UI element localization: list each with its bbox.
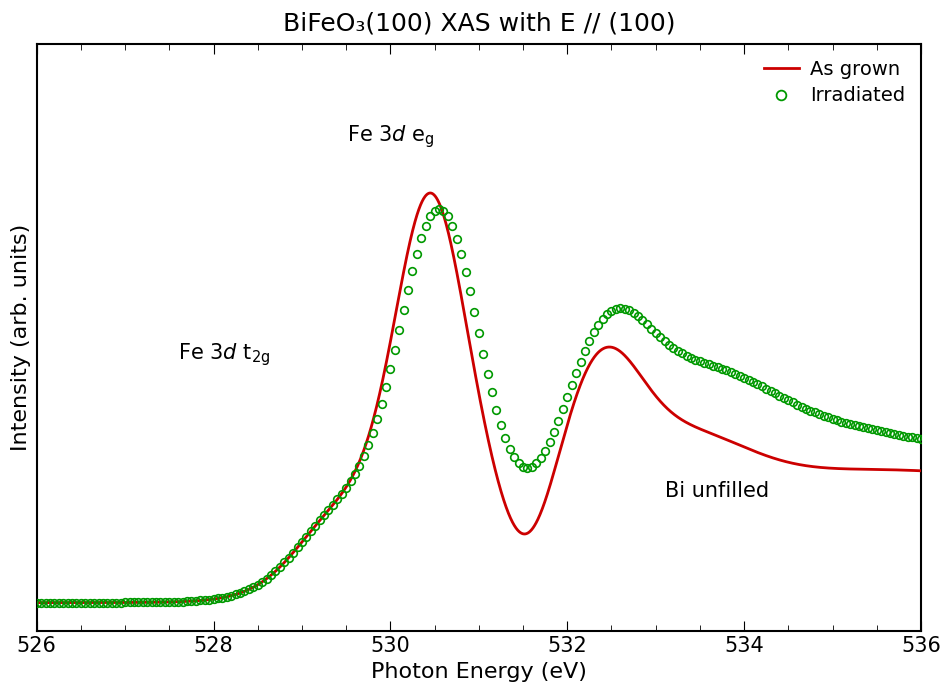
- Text: Bi unfilled: Bi unfilled: [664, 481, 768, 501]
- Text: Fe 3$d$ e$_{\rm g}$: Fe 3$d$ e$_{\rm g}$: [347, 123, 434, 150]
- Text: Fe 3$d$ t$_{\rm 2g}$: Fe 3$d$ t$_{\rm 2g}$: [178, 342, 270, 368]
- Legend: As grown, Irradiated: As grown, Irradiated: [758, 54, 911, 111]
- Title: BiFeO₃(100) XAS with E // (100): BiFeO₃(100) XAS with E // (100): [283, 11, 675, 35]
- X-axis label: Photon Energy (eV): Photon Energy (eV): [371, 662, 586, 682]
- Y-axis label: Intensity (arb. units): Intensity (arb. units): [11, 224, 31, 451]
